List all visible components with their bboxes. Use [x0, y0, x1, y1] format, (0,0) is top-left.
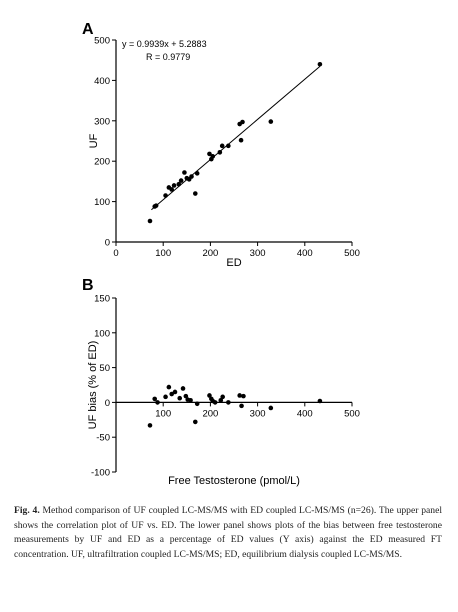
x-tick-label: 100 [155, 408, 171, 419]
data-point [177, 395, 183, 401]
x-tick-label: 300 [250, 248, 266, 259]
y-tick-label: 100 [94, 197, 110, 208]
data-point [147, 218, 153, 224]
data-point [152, 396, 158, 402]
data-point [226, 400, 231, 405]
panel-b-points [147, 384, 323, 428]
data-point [212, 400, 218, 405]
data-point [220, 394, 225, 400]
data-point [171, 183, 177, 188]
data-point [178, 178, 184, 183]
panel-b-xlabel: Free Testosterone (pmol/L) [168, 475, 300, 487]
panel-a: A 0 100 200 300 400 500 0 100 200 300 400 500 y = … [82, 21, 360, 269]
x-tick-label: 100 [155, 248, 171, 259]
y-tick-label: 500 [94, 36, 110, 47]
y-tick-label: 50 [99, 363, 110, 374]
y-tick-label: -100 [91, 468, 110, 479]
data-point [169, 391, 174, 397]
panel-b-x-ticks: 100 200 300 400 500 [155, 402, 360, 419]
data-point [176, 181, 182, 187]
data-point [153, 203, 159, 208]
data-point [268, 405, 274, 411]
x-tick-label: 500 [344, 248, 360, 259]
panel-b-y-ticks: -100 -50 0 50 100 150 [91, 294, 116, 479]
data-point [147, 423, 153, 428]
data-point [194, 401, 200, 407]
data-point [189, 174, 194, 179]
y-tick-label: -50 [96, 433, 110, 444]
data-point [166, 384, 172, 390]
y-tick-label: 0 [105, 398, 110, 409]
y-tick-label: 300 [94, 116, 110, 127]
panel-a-label: A [82, 21, 94, 38]
y-tick-label: 200 [94, 157, 110, 168]
data-point [163, 193, 168, 198]
panel-a-points [147, 61, 323, 224]
y-tick-label: 0 [105, 238, 110, 249]
data-point [163, 394, 168, 400]
panel-b-ylabel: UF bias (% of ED) [87, 341, 99, 430]
data-point [172, 389, 178, 395]
data-point [240, 119, 245, 125]
data-point [207, 151, 212, 157]
data-point [183, 393, 189, 399]
panel-a-x-ticks: 0 100 200 300 400 500 [113, 242, 360, 259]
data-point [182, 170, 187, 175]
caption-text: Method comparison of UF coupled LC-MS/MS… [14, 505, 442, 560]
x-tick-label: 0 [113, 248, 118, 259]
x-tick-label: 400 [297, 408, 313, 419]
data-point [192, 419, 198, 425]
data-point [226, 143, 231, 149]
data-point [238, 137, 244, 143]
data-point [207, 393, 212, 398]
data-point [317, 61, 323, 67]
x-tick-label: 200 [202, 248, 218, 259]
panel-b: B -100 -50 0 50 100 150 100 200 300 400 500 Free … [82, 277, 360, 487]
x-tick-label: 500 [344, 408, 360, 419]
data-point [169, 187, 174, 192]
data-point [218, 398, 224, 403]
x-tick-label: 300 [250, 408, 266, 419]
data-point [241, 393, 246, 399]
regression-equation: y = 0.9939x + 5.2883 [122, 39, 207, 49]
data-point [210, 154, 216, 159]
figure-caption: Fig. 4. Method comparison of UF coupled … [14, 504, 442, 562]
y-tick-label: 100 [94, 328, 110, 339]
data-point [268, 119, 274, 124]
data-point [194, 171, 200, 176]
data-point [188, 398, 193, 403]
regression-line [151, 66, 321, 211]
correlation-coefficient: R = 0.9779 [146, 52, 190, 62]
data-point [217, 150, 223, 155]
caption-label: Fig. 4. [14, 505, 40, 516]
data-point [219, 143, 225, 149]
data-point [317, 398, 323, 404]
panel-b-label: B [82, 277, 94, 294]
y-tick-label: 400 [94, 76, 110, 87]
x-tick-label: 400 [297, 248, 313, 259]
data-point [155, 400, 160, 405]
data-point [237, 393, 242, 398]
x-tick-label: 200 [202, 408, 218, 419]
panel-a-y-ticks: 0 100 200 300 400 500 [94, 36, 116, 249]
panel-a-ylabel: UF [88, 133, 100, 148]
data-point [192, 191, 198, 196]
data-point [239, 403, 244, 409]
y-tick-label: 150 [94, 294, 110, 305]
data-point [180, 386, 186, 391]
panel-a-xlabel: ED [226, 257, 241, 269]
